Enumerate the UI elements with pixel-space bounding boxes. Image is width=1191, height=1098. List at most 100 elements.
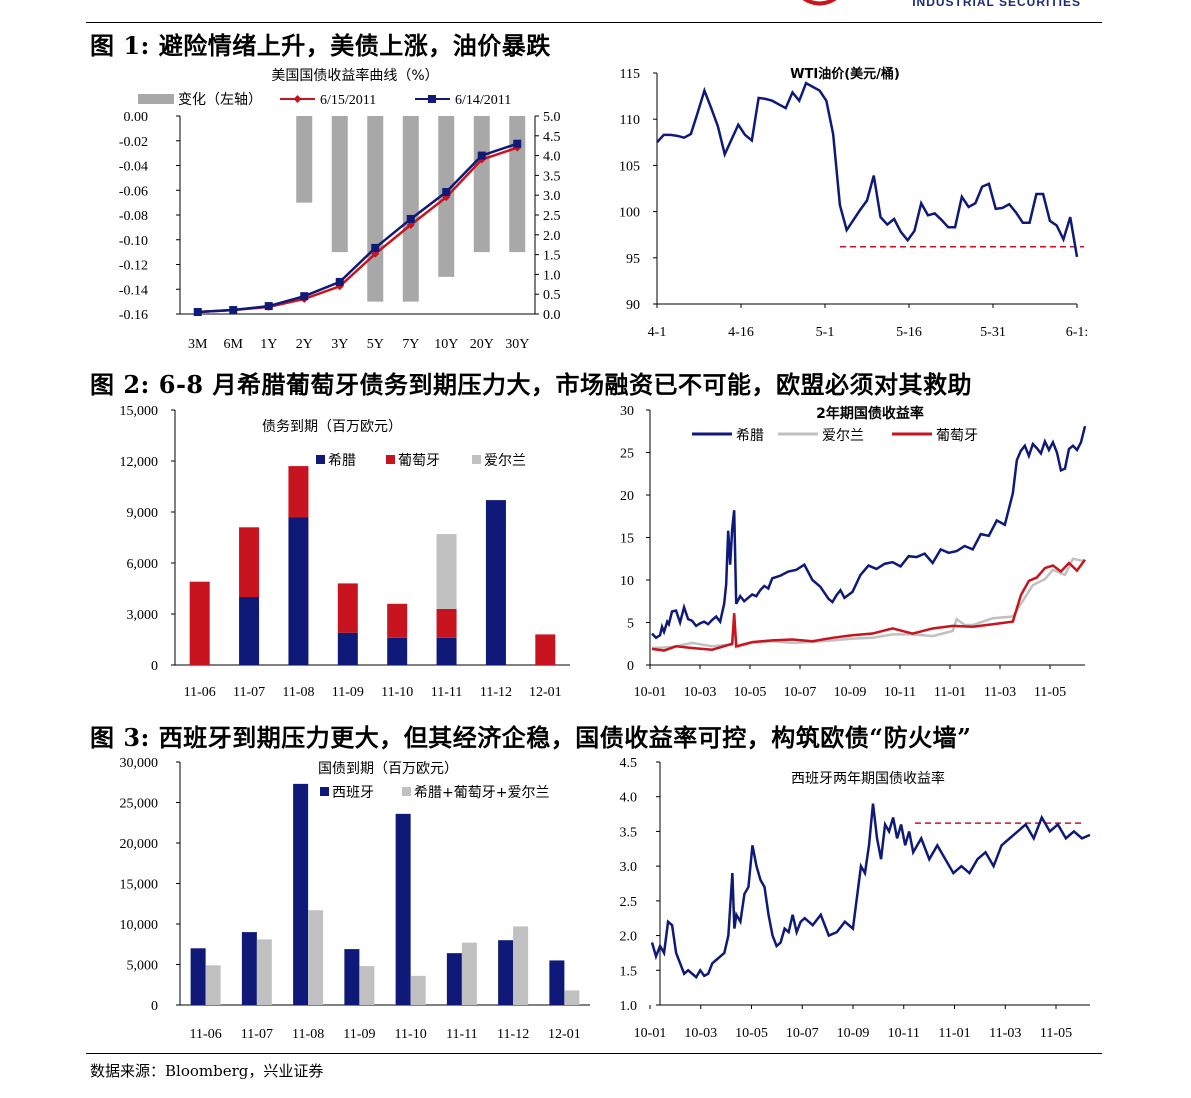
x-tick-label: 11-08 <box>292 1027 324 1042</box>
y2-tick-label: 3.0 <box>543 189 561 204</box>
bar-change <box>296 116 313 203</box>
data-point <box>513 139 522 148</box>
x-tick-label: 11-05 <box>1034 685 1066 700</box>
x-tick-label: 10-01 <box>634 1026 667 1041</box>
stacked-bar-segment <box>337 583 358 633</box>
figure3-title: 图 3: 西班牙到期压力更大，但其经济企稳，国债收益率可控，构筑欧债“防火墙” <box>90 723 972 752</box>
logo-swoosh-icon <box>802 0 837 6</box>
x-tick-label: 5-1 <box>816 325 835 340</box>
x-tick-label: 10-07 <box>786 1026 819 1041</box>
x-tick-label: 11-10 <box>395 1027 427 1042</box>
x-tick-label: 10-11 <box>888 1026 920 1041</box>
wti-oil-price-chart: WTI油价(美元/桶) 115 110 105 100 95 90 4-1 4-16 5-1 5-1… <box>619 66 1088 340</box>
legend-swatch <box>320 787 329 796</box>
y-tick-label: 3,000 <box>127 608 159 623</box>
y-tick-label: 6,000 <box>127 557 159 572</box>
y-tick-label: -0.12 <box>119 259 148 274</box>
x-tick-label: 4-1 <box>648 325 667 340</box>
y-tick-label: 5 <box>627 617 634 632</box>
footer-divider <box>86 1053 1102 1054</box>
bar <box>513 926 529 1005</box>
x-tick-label: 10-05 <box>735 1026 768 1041</box>
series-line-spain <box>650 803 1091 980</box>
x-tick-label: 11-06 <box>190 1027 222 1042</box>
y-tick-label: 1.0 <box>620 999 638 1014</box>
stacked-bar-segment <box>387 603 408 638</box>
stacked-bar-segment <box>387 637 408 665</box>
y-tick-label: 105 <box>619 159 640 174</box>
x-tick-label: 11-12 <box>497 1027 529 1042</box>
y-tick-label: -0.10 <box>119 234 148 249</box>
y-tick-label: 115 <box>620 67 640 82</box>
y-tick-label: 0 <box>151 659 158 674</box>
data-point <box>371 243 380 252</box>
x-tick-label: 10-03 <box>684 1026 717 1041</box>
x-tick-label: 11-05 <box>1040 1026 1072 1041</box>
chart-title: 西班牙两年期国债收益率 <box>791 770 945 787</box>
y-tick-label: 2.5 <box>620 895 638 910</box>
bar <box>549 960 565 1005</box>
data-point <box>300 292 309 301</box>
y-tick-label: -0.08 <box>119 209 148 224</box>
y-tick-label: 4.5 <box>620 756 638 771</box>
x-tick-label: 4-16 <box>728 325 754 340</box>
y-tick-label: -0.14 <box>119 283 148 298</box>
y-tick-label: 15,000 <box>120 404 159 419</box>
bar <box>256 939 272 1005</box>
data-point <box>442 188 451 197</box>
x-tick-label: 5Y <box>367 337 384 352</box>
bar <box>461 942 477 1005</box>
x-tick-label: 10-01 <box>634 685 667 700</box>
x-tick-label: 10-11 <box>884 685 916 700</box>
bar <box>564 990 580 1005</box>
legend-bar-swatch <box>138 94 174 104</box>
y-tick-label: 30,000 <box>120 756 159 771</box>
legend-label: 葡萄牙 <box>936 428 978 444</box>
y2-tick-label: 0.0 <box>543 308 561 323</box>
stacked-bar-segment <box>239 597 260 665</box>
bar <box>205 965 221 1005</box>
legend-swatch <box>402 787 411 796</box>
x-tick-label: 11-12 <box>480 685 512 700</box>
data-point <box>193 308 202 317</box>
legend-label: 西班牙 <box>332 785 374 801</box>
y-tick-label: 0 <box>627 659 634 674</box>
stacked-bar-segment <box>189 581 210 665</box>
y-tick-label: 10 <box>620 574 634 589</box>
series-line <box>197 146 518 314</box>
x-tick-label: 10-09 <box>837 1026 870 1041</box>
stacked-bar-segment <box>288 466 309 518</box>
data-point <box>264 302 273 311</box>
y-tick-label: 1.5 <box>620 964 638 979</box>
x-tick-label: 10-05 <box>734 685 767 700</box>
y-tick-label: 20,000 <box>120 837 159 852</box>
x-tick-label: 5-16 <box>896 325 922 340</box>
x-tick-label: 11-08 <box>282 685 314 700</box>
legend-marker <box>428 95 436 103</box>
data-point <box>477 151 486 160</box>
y-tick-label: 25,000 <box>120 797 159 812</box>
x-tick-label: 2Y <box>296 337 313 352</box>
data-point <box>406 214 415 223</box>
data-point <box>229 306 238 315</box>
series-line <box>651 558 1087 652</box>
data-point <box>335 277 344 286</box>
bar <box>359 966 375 1005</box>
y-tick-label: 100 <box>619 206 640 221</box>
y2-tick-label: 4.0 <box>543 150 561 165</box>
y-tick-label: 2.0 <box>620 930 638 945</box>
x-tick-label: 12-01 <box>548 1027 581 1042</box>
y-tick-label: 110 <box>620 113 640 128</box>
x-tick-label: 10-07 <box>784 685 817 700</box>
bar <box>344 949 360 1005</box>
y2-tick-label: 0.5 <box>543 288 561 303</box>
y2-tick-label: 2.5 <box>543 209 561 224</box>
x-tick-label: 6M <box>224 337 244 352</box>
x-tick-label: 12-01 <box>529 685 562 700</box>
bar <box>293 783 309 1005</box>
x-tick-label: 20Y <box>470 337 494 352</box>
series-line <box>197 142 518 314</box>
bar-change <box>367 116 384 302</box>
y-tick-label: 5,000 <box>127 959 159 974</box>
x-tick-label: 3Y <box>331 337 348 352</box>
